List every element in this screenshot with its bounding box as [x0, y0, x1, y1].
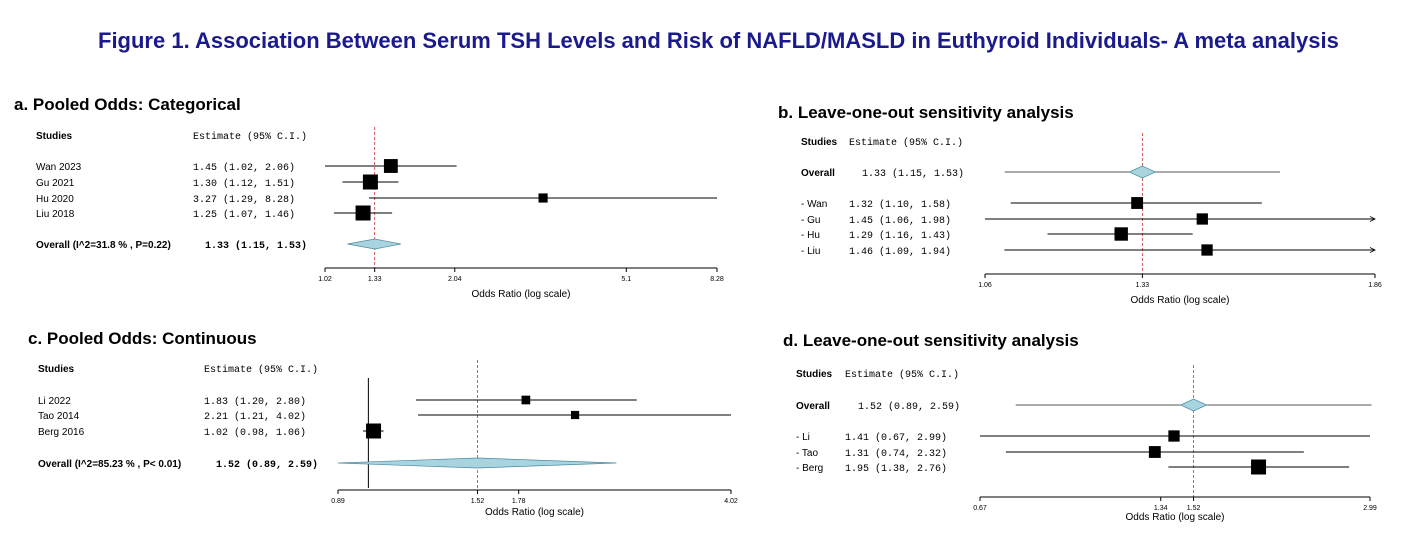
overall-estimate: 1.33 (1.15, 1.53): [862, 168, 964, 180]
estimate-header: Estimate (95% C.I.): [849, 137, 963, 149]
forest-panel-b: b. Leave-one-out sensitivity analysis Stu…: [778, 103, 1382, 306]
estimate-header: Estimate (95% C.I.): [845, 369, 959, 381]
overall-estimate: 1.52 (0.89, 2.59): [858, 401, 960, 413]
study-marker: [362, 174, 378, 190]
study-label: - Wan: [801, 199, 827, 210]
study-label: - Berg: [796, 463, 823, 474]
overall-diamond: [347, 238, 401, 250]
study-label: - Hu: [801, 230, 820, 241]
x-tick-label: 1.52: [1187, 505, 1201, 512]
study-label: - Tao: [796, 448, 818, 459]
study-marker: [366, 423, 382, 439]
study-label: Tao 2014: [38, 411, 80, 422]
study-label: - Liu: [801, 246, 820, 257]
study-marker: [1196, 213, 1208, 225]
x-tick-label: 1.06: [978, 282, 992, 289]
estimate-header: Estimate (95% C.I.): [193, 131, 307, 143]
study-estimate: 1.45 (1.02, 2.06): [193, 162, 295, 174]
x-tick-label: 4.02: [724, 498, 738, 505]
x-tick-label: 0.89: [331, 498, 345, 505]
study-label: Gu 2021: [36, 178, 75, 189]
study-marker: [355, 205, 371, 221]
study-estimate: 1.30 (1.12, 1.51): [193, 178, 295, 190]
study-marker: [1251, 459, 1267, 475]
panel-title: c. Pooled Odds: Continuous: [28, 329, 257, 348]
overall-estimate: 1.52 (0.89, 2.59): [216, 459, 318, 471]
overall-diamond: [337, 457, 617, 469]
study-label: - Li: [796, 432, 810, 443]
studies-header: Studies: [36, 131, 73, 142]
overall-label: Overall: [796, 401, 830, 412]
study-estimate: 3.27 (1.29, 8.28): [193, 194, 295, 206]
x-axis-label: Odds Ratio (log scale): [485, 507, 584, 518]
study-label: Li 2022: [38, 396, 71, 407]
study-label: - Gu: [801, 215, 820, 226]
x-tick-label: 1.86: [1368, 282, 1382, 289]
studies-header: Studies: [38, 364, 75, 375]
x-tick-label: 5.1: [621, 276, 631, 283]
ci-arrow: [1369, 216, 1376, 222]
x-tick-label: 1.33: [368, 276, 382, 283]
x-tick-label: 8.28: [710, 276, 724, 283]
x-tick-label: 0.67: [973, 505, 987, 512]
overall-label: Overall: [801, 168, 835, 179]
study-label: Liu 2018: [36, 209, 75, 220]
x-tick-label: 1.33: [1136, 282, 1150, 289]
x-tick-label: 1.78: [512, 498, 526, 505]
study-label: Berg 2016: [38, 427, 85, 438]
x-axis-label: Odds Ratio (log scale): [1131, 295, 1230, 306]
x-tick-label: 2.99: [1363, 505, 1377, 512]
estimate-header: Estimate (95% C.I.): [204, 364, 318, 376]
overall-label: Overall (I^2=85.23 % , P< 0.01): [38, 459, 181, 470]
study-estimate: 1.25 (1.07, 1.46): [193, 209, 295, 221]
x-tick-label: 1.52: [471, 498, 485, 505]
study-marker: [1131, 197, 1144, 209]
overall-estimate: 1.33 (1.15, 1.53): [205, 240, 307, 252]
ci-arrow: [1369, 247, 1376, 253]
figure-title: Figure 1. Association Between Serum TSH …: [98, 28, 1339, 53]
x-axis-label: Odds Ratio (log scale): [472, 289, 571, 300]
study-estimate: 1.29 (1.16, 1.43): [849, 230, 951, 242]
study-marker: [1201, 244, 1213, 256]
study-estimate: 1.31 (0.74, 2.32): [845, 448, 947, 460]
study-marker: [1148, 446, 1161, 458]
study-estimate: 1.95 (1.38, 2.76): [845, 463, 947, 475]
study-marker: [1168, 430, 1180, 442]
study-estimate: 1.46 (1.09, 1.94): [849, 246, 951, 258]
x-tick-label: 2.04: [448, 276, 462, 283]
study-marker: [538, 193, 548, 203]
study-marker: [383, 159, 398, 173]
study-marker: [521, 395, 531, 405]
x-tick-label: 1.34: [1154, 505, 1168, 512]
study-estimate: 1.41 (0.67, 2.99): [845, 432, 947, 444]
study-estimate: 1.45 (1.06, 1.98): [849, 215, 951, 227]
overall-diamond: [1128, 165, 1157, 179]
study-label: Wan 2023: [36, 162, 82, 173]
forest-panel-c: c. Pooled Odds: Continuous Studies Estimat…: [28, 329, 738, 518]
panel-title: d. Leave-one-out sensitivity analysis: [783, 331, 1079, 350]
panel-title: b. Leave-one-out sensitivity analysis: [778, 103, 1074, 122]
studies-header: Studies: [801, 137, 838, 148]
study-estimate: 1.83 (1.20, 2.80): [204, 396, 306, 408]
study-estimate: 1.02 (0.98, 1.06): [204, 427, 306, 439]
study-estimate: 2.21 (1.21, 4.02): [204, 411, 306, 423]
studies-header: Studies: [796, 369, 833, 380]
overall-diamond: [1179, 398, 1208, 412]
x-tick-label: 1.02: [318, 276, 332, 283]
overall-label: Overall (I^2=31.8 % , P=0.22): [36, 240, 171, 251]
forest-panel-d: d. Leave-one-out sensitivity analysis Stu…: [783, 331, 1377, 523]
study-estimate: 1.32 (1.10, 1.58): [849, 199, 951, 211]
panel-title: a. Pooled Odds: Categorical: [14, 95, 241, 114]
study-marker: [570, 410, 580, 420]
study-label: Hu 2020: [36, 194, 74, 205]
study-marker: [1114, 227, 1128, 241]
x-axis-label: Odds Ratio (log scale): [1126, 512, 1225, 523]
forest-panel-a: a. Pooled Odds: Categorical Studies Estima…: [14, 95, 724, 300]
